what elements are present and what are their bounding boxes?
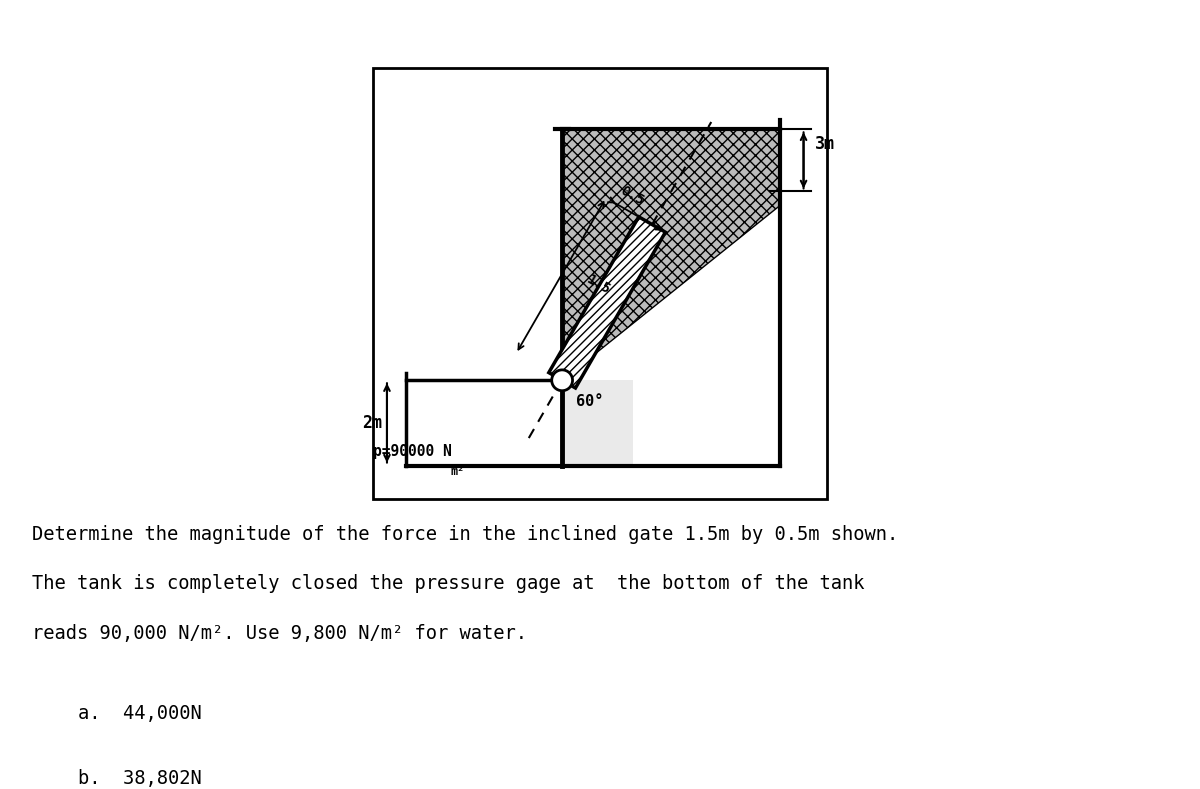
Text: b.  38,802N: b. 38,802N — [78, 769, 202, 788]
Polygon shape — [562, 129, 780, 380]
Text: 0.5: 0.5 — [617, 183, 646, 208]
Circle shape — [552, 370, 572, 391]
FancyBboxPatch shape — [373, 68, 827, 499]
Text: 60°: 60° — [576, 394, 604, 409]
Text: 1.5: 1.5 — [584, 273, 613, 297]
Polygon shape — [548, 217, 665, 388]
Polygon shape — [562, 380, 634, 466]
Text: 3m: 3m — [815, 135, 835, 153]
Text: m²: m² — [451, 465, 466, 477]
Text: a.  44,000N: a. 44,000N — [78, 704, 202, 723]
Text: reads 90,000 N/m². Use 9,800 N/m² for water.: reads 90,000 N/m². Use 9,800 N/m² for wa… — [32, 624, 528, 643]
Text: 2m: 2m — [362, 414, 383, 432]
Text: p=90000 N: p=90000 N — [373, 443, 451, 459]
Text: Determine the magnitude of the force in the inclined gate 1.5m by 0.5m shown.: Determine the magnitude of the force in … — [32, 525, 899, 544]
Text: The tank is completely closed the pressure gage at  the bottom of the tank: The tank is completely closed the pressu… — [32, 574, 865, 593]
